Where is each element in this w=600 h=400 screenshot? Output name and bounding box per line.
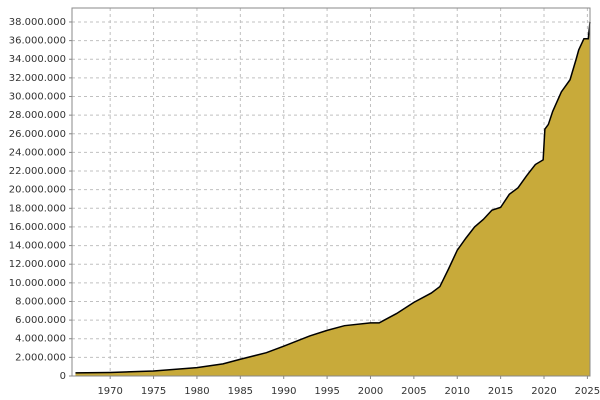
y-tick-label: 34.000.000	[9, 54, 66, 65]
y-tick-label: 38.000.000	[9, 17, 66, 28]
y-tick-label: 8.000.000	[15, 296, 66, 307]
x-tick-label: 2020	[531, 386, 556, 397]
area	[75, 21, 590, 377]
y-tick-label: 32.000.000	[9, 73, 66, 84]
y-tick-label: 16.000.000	[9, 222, 66, 233]
y-tick-label: 30.000.000	[9, 92, 66, 103]
y-tick-label: 12.000.000	[9, 259, 66, 270]
y-tick-label: 14.000.000	[9, 241, 66, 252]
y-tick-label: 4.000.000	[15, 334, 66, 345]
x-tick-label: 1995	[314, 386, 339, 397]
x-tick-label: 2015	[488, 386, 513, 397]
x-tick-label: 1985	[228, 386, 253, 397]
x-tick-label: 1970	[97, 386, 122, 397]
x-tick-label: 1975	[141, 386, 166, 397]
area-line	[75, 21, 591, 374]
y-tick-label: 36.000.000	[9, 36, 66, 47]
plot-frame	[71, 7, 591, 377]
y-tick-label: 0	[60, 371, 66, 382]
y-tick-label: 20.000.000	[9, 185, 66, 196]
y-tick-label: 6.000.000	[15, 315, 66, 326]
y-tick-label: 2.000.000	[15, 352, 66, 363]
y-tick-label: 10.000.000	[9, 278, 66, 289]
x-tick-label: 1990	[271, 386, 296, 397]
x-tick-label: 2010	[445, 386, 470, 397]
x-tick-label: 2005	[401, 386, 426, 397]
x-tick-label: 2000	[358, 386, 383, 397]
y-tick-label: 18.000.000	[9, 203, 66, 214]
y-tick-label: 28.000.000	[9, 110, 66, 121]
x-tick-label: 2025	[575, 386, 600, 397]
y-tick-label: 26.000.000	[9, 129, 66, 140]
y-tick-label: 24.000.000	[9, 147, 66, 158]
x-tick-label: 1980	[184, 386, 209, 397]
y-tick-label: 22.000.000	[9, 166, 66, 177]
